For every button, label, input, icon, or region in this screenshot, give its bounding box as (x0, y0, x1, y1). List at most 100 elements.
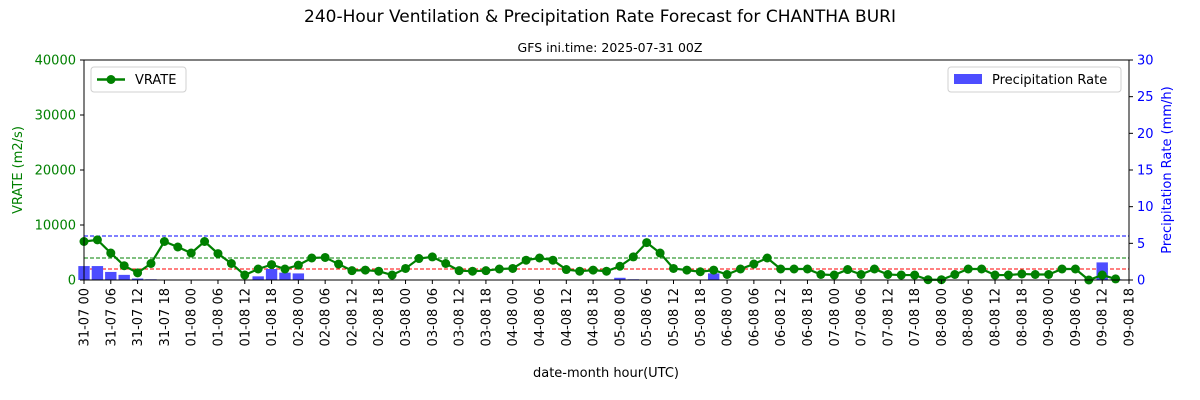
x-tick-label: 01-08 00 (185, 288, 200, 346)
vrate-point (200, 237, 210, 246)
x-tick-label: 03-08 06 (426, 288, 441, 346)
vrate-point (280, 264, 290, 274)
vrate-point (427, 252, 437, 262)
y-axis-left-label: VRATE (m2/s) (11, 126, 26, 214)
y-left-tick-label: 30000 (35, 109, 76, 124)
y-right-tick-label: 0 (1137, 274, 1145, 289)
vrate-point (1030, 270, 1040, 279)
vrate-point (334, 259, 344, 269)
vrate-point (1044, 270, 1054, 279)
x-tick-label: 05-08 00 (613, 288, 628, 346)
vrate-point (1097, 270, 1107, 280)
legend-vrate-marker (106, 75, 116, 84)
precip-bar (292, 273, 305, 280)
vrate-point (628, 252, 638, 262)
x-tick-label: 04-08 06 (533, 288, 548, 346)
vrate-point (561, 265, 571, 275)
x-tick-label: 31-07 06 (104, 288, 119, 346)
x-tick-label: 05-08 06 (640, 288, 655, 346)
vrate-point (802, 264, 812, 274)
vrate-point (789, 264, 799, 274)
vrate-point (1003, 270, 1013, 280)
x-tick-label: 09-08 12 (1096, 288, 1111, 346)
vrate-point (1070, 264, 1080, 274)
vrate-point (910, 270, 920, 280)
vrate-point (347, 266, 357, 276)
vrate-point (293, 260, 303, 270)
vrate-point (253, 264, 263, 274)
x-tick-label: 31-07 12 (131, 288, 146, 346)
vrate-point (146, 259, 156, 268)
vrate-point (695, 267, 705, 277)
y-left-tick-label: 20000 (35, 164, 76, 179)
vrate-point (401, 263, 411, 273)
x-tick-label: 07-08 06 (855, 288, 870, 346)
y-left-tick-label: 40000 (35, 54, 76, 69)
precip-bar (118, 274, 130, 280)
precip-bar (614, 277, 626, 280)
x-tick-label: 06-08 12 (774, 288, 789, 346)
x-tick-label: 02-08 18 (372, 288, 387, 346)
precip-bar (279, 272, 291, 280)
x-tick-label: 31-07 00 (78, 288, 93, 346)
x-tick-label: 08-08 06 (962, 288, 977, 346)
vrate-point (682, 265, 692, 275)
x-tick-label: 07-08 12 (881, 288, 896, 346)
vrate-point (1111, 274, 1121, 284)
vrate-point (749, 259, 759, 269)
vrate-point (106, 248, 116, 258)
x-tick-label: 07-08 18 (908, 288, 923, 346)
x-tick-label: 04-08 00 (506, 288, 521, 346)
x-axis-label: date-month hour(UTC) (533, 366, 679, 381)
vrate-point (481, 266, 491, 276)
y-right-tick-label: 25 (1137, 90, 1154, 105)
vrate-point (159, 237, 169, 246)
x-tick-label: 03-08 12 (453, 288, 468, 346)
x-tick-label: 04-08 12 (560, 288, 575, 346)
vrate-point (762, 253, 772, 263)
vrate-point (414, 254, 424, 264)
precip-bar (131, 278, 144, 280)
vrate-point (92, 235, 102, 245)
vrate-point (963, 264, 973, 274)
vrate-point (1017, 269, 1027, 279)
x-tick-label: 05-08 12 (667, 288, 682, 346)
reference-lines (84, 235, 1129, 270)
x-tick-label: 09-08 06 (1069, 288, 1084, 346)
vrate-point (655, 248, 665, 258)
vrate-point (950, 270, 960, 279)
x-tick-label: 02-08 12 (345, 288, 360, 346)
x-tick-label: 31-07 18 (158, 288, 173, 346)
x-tick-label: 02-08 06 (319, 288, 334, 346)
vrate-point (816, 270, 826, 279)
vrate-point (320, 252, 330, 262)
legend-right-box (947, 66, 1122, 93)
x-tick-label: 05-08 18 (694, 288, 709, 346)
vrate-point (508, 263, 518, 273)
x-tick-label: 02-08 00 (292, 288, 307, 346)
chart-title: 240-Hour Ventilation & Precipitation Rat… (304, 7, 896, 27)
legend-precip-label: Precipitation Rate (992, 73, 1107, 88)
vrate-point (883, 270, 893, 279)
vrate-point (548, 255, 558, 265)
x-tick-label: 06-08 18 (801, 288, 816, 346)
vrate-point (186, 248, 196, 258)
vrate-point (709, 265, 719, 275)
vrate-point (360, 265, 370, 275)
x-tick-label: 08-08 12 (989, 288, 1004, 346)
vrate-point (240, 270, 250, 280)
vrate-point (374, 266, 384, 276)
legend-precip-swatch (954, 74, 982, 84)
x-tick-label: 04-08 18 (587, 288, 602, 346)
vrate-point (856, 270, 866, 279)
vrate-point (575, 266, 585, 276)
x-tick-label: 01-08 12 (238, 288, 253, 346)
x-tick-label: 01-08 18 (265, 288, 280, 346)
vrate-point (829, 270, 839, 280)
legend-right: Precipitation Rate (947, 66, 1122, 93)
vrate-point (735, 264, 745, 274)
vrate-point (977, 264, 987, 274)
plot-frame (83, 59, 1130, 281)
y-axis-right-label: Precipitation Rate (mm/h) (1160, 86, 1175, 253)
vrate-point (226, 259, 236, 268)
